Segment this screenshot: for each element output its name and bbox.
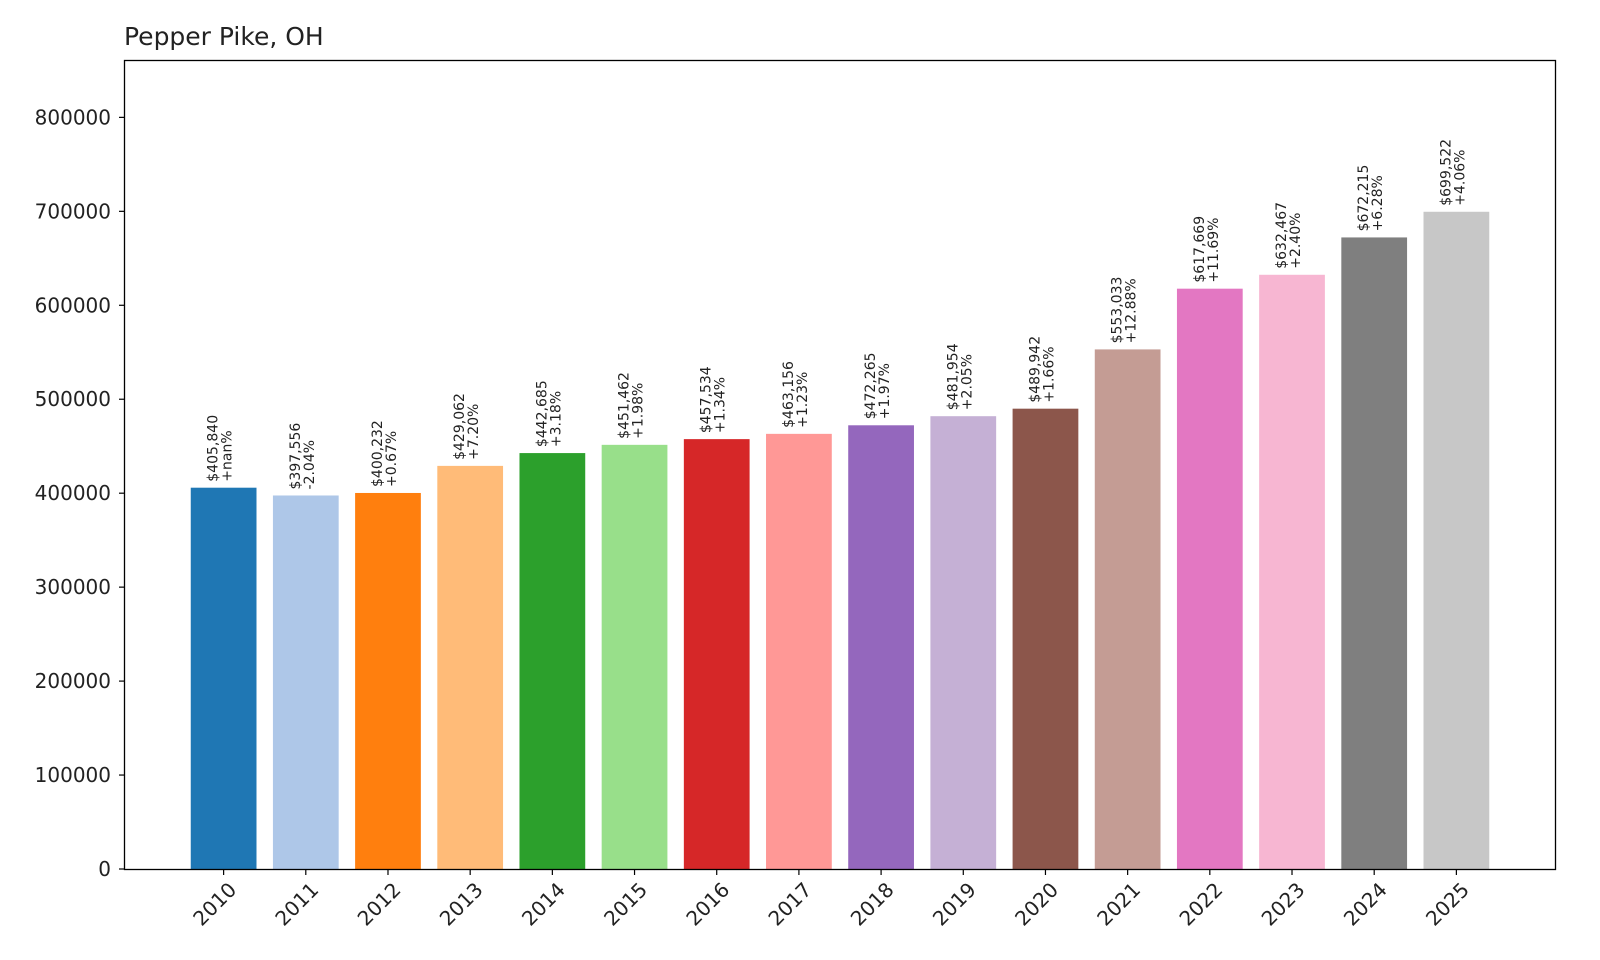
y-axis: 0 100000 200000 300000 400000 500000 600000 700…	[35, 105, 125, 881]
y-tick-label-600000: 600000	[35, 293, 111, 317]
bar-2010	[190, 487, 257, 869]
bar-2025	[1423, 211, 1490, 869]
bar-label-2017: $463,156+1.23%	[781, 361, 811, 428]
bar-value-label: $457,534	[699, 366, 715, 433]
bar-change-label: +4.06%	[1452, 150, 1468, 206]
bar-label-2019: $481,954+2.05%	[945, 343, 975, 410]
y-tick-label-0: 0	[98, 857, 111, 881]
bar-2013	[437, 465, 504, 869]
bar-value-label: $481,954	[945, 343, 961, 410]
bar-value-label: $397,556	[288, 423, 304, 490]
bar-2021	[1094, 349, 1161, 869]
x-tick-label-2012: 2012	[353, 878, 406, 931]
bar-change-label: +11.69%	[1206, 218, 1222, 283]
bar-label-2011: $397,556-2.04%	[288, 423, 318, 490]
x-tick-label-2022: 2022	[1174, 878, 1227, 931]
bar-2019	[930, 416, 997, 869]
bar-label-2016: $457,534+1.34%	[699, 366, 729, 433]
bar-change-label: +1.98%	[631, 383, 647, 439]
bar-value-label: $472,265	[863, 352, 879, 419]
bar-label-2023: $632,467+2.40%	[1274, 202, 1304, 269]
y-tick-label-200000: 200000	[35, 669, 111, 693]
chart-title: Pepper Pike, OH	[124, 22, 324, 51]
x-tick-label-2018: 2018	[846, 878, 899, 931]
bar-2011	[272, 495, 339, 869]
bar-change-label: +1.97%	[877, 363, 893, 419]
bar-value-label: $442,685	[534, 380, 550, 447]
bar-2023	[1259, 274, 1325, 869]
x-tick-label-2017: 2017	[763, 878, 816, 931]
bar-2020	[1012, 408, 1079, 869]
bar-change-label: +6.28%	[1370, 175, 1386, 231]
x-tick-label-2016: 2016	[681, 878, 734, 931]
bar-label-2018: $472,265+1.97%	[863, 352, 893, 419]
bar-2016	[683, 439, 750, 869]
bar-change-label: +12.88%	[1124, 278, 1140, 343]
bar-label-2020: $489,942+1.66%	[1027, 336, 1057, 403]
bar-2012	[355, 492, 421, 869]
bar-label-2024: $672,215+6.28%	[1356, 165, 1386, 232]
bar-value-label: $489,942	[1027, 336, 1043, 403]
x-tick-label-2015: 2015	[599, 878, 652, 931]
bar-label-2010: $405,840+nan%	[206, 415, 236, 482]
bar-label-2025: $699,522+4.06%	[1438, 139, 1468, 206]
bar-2018	[848, 425, 914, 869]
x-axis: 2010 2011 2012 2013 2014 2015 2016 2017 2018 2019…	[188, 869, 1474, 931]
x-tick-label-2013: 2013	[435, 878, 488, 931]
bar-change-label: +nan%	[220, 430, 236, 481]
bar-change-label: +1.34%	[713, 377, 729, 433]
bar-value-label: $672,215	[1356, 165, 1372, 232]
x-tick-label-2014: 2014	[517, 878, 570, 931]
bar-value-label: $429,062	[452, 393, 468, 460]
bar-label-2012: $400,232+0.67%	[370, 420, 400, 487]
bar-change-label: +0.67%	[384, 431, 400, 487]
bar-value-label: $553,033	[1110, 277, 1126, 344]
x-tick-label-2011: 2011	[270, 878, 323, 931]
bar-2015	[601, 444, 668, 869]
bar-label-2021: $553,033+12.88%	[1110, 277, 1140, 344]
y-tick-label-500000: 500000	[35, 387, 111, 411]
bar-value-label: $463,156	[781, 361, 797, 428]
bar-change-label: +2.05%	[959, 354, 975, 410]
x-tick-label-2020: 2020	[1010, 878, 1063, 931]
bar-change-label: +3.18%	[548, 391, 564, 447]
y-tick-label-700000: 700000	[35, 199, 111, 223]
plot-frame	[123, 59, 1557, 871]
x-tick-label-2019: 2019	[928, 878, 981, 931]
bar-value-label: $632,467	[1274, 202, 1290, 269]
bar-value-label: $699,522	[1438, 139, 1454, 206]
bar-2014	[519, 453, 586, 869]
x-tick-label-2021: 2021	[1092, 878, 1145, 931]
bar-label-2013: $429,062+7.20%	[452, 393, 482, 460]
bars-layer	[190, 211, 1490, 869]
bar-2024	[1341, 237, 1408, 869]
bar-2022	[1176, 288, 1243, 869]
bar-change-label: +1.66%	[1041, 346, 1057, 402]
bar-label-2022: $617,669+11.69%	[1192, 216, 1222, 283]
bar-change-label: +1.23%	[795, 372, 811, 428]
bar-value-label: $451,462	[617, 372, 633, 439]
bar-label-2015: $451,462+1.98%	[617, 372, 647, 439]
y-tick-label-100000: 100000	[35, 763, 111, 787]
bar-change-label: -2.04%	[302, 440, 318, 490]
bar-change-label: +7.20%	[466, 404, 482, 460]
x-tick-label-2025: 2025	[1421, 878, 1474, 931]
y-tick-label-400000: 400000	[35, 481, 111, 505]
bar-change-label: +2.40%	[1288, 213, 1304, 269]
x-tick-label-2010: 2010	[188, 878, 241, 931]
bar-2017	[766, 433, 832, 869]
bar-label-2014: $442,685+3.18%	[534, 380, 564, 447]
y-tick-label-800000: 800000	[35, 105, 111, 129]
x-tick-label-2023: 2023	[1257, 878, 1310, 931]
bar-value-label: $617,669	[1192, 216, 1208, 283]
y-tick-label-300000: 300000	[35, 575, 111, 599]
bar-value-label: $405,840	[206, 415, 222, 482]
bar-labels-layer: $405,840+nan% $397,556-2.04% $400,232+0.67…	[206, 139, 1469, 490]
x-tick-label-2024: 2024	[1339, 878, 1392, 931]
bar-value-label: $400,232	[370, 420, 386, 487]
